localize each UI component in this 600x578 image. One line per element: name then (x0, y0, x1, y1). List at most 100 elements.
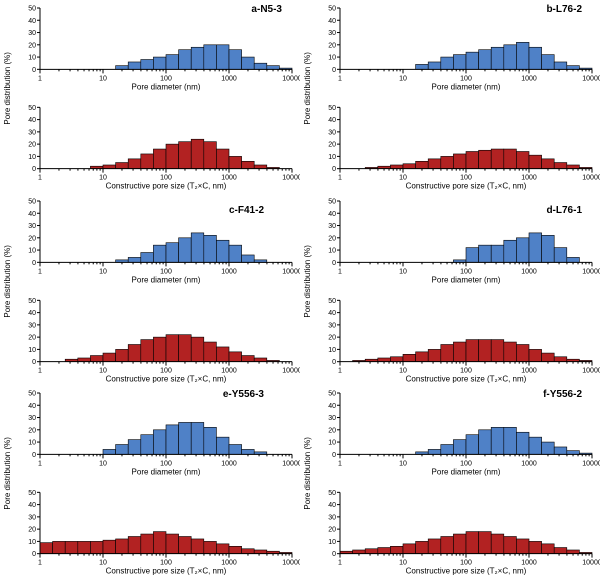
panel-svg: Pore distribution (%)0102030405011010010… (300, 0, 600, 193)
histogram-bar (103, 165, 116, 169)
histogram-bar (353, 550, 366, 554)
x-tick-label: 100 (460, 560, 472, 567)
y-tick-label: 40 (328, 310, 336, 317)
x-tick-label: 10 (399, 560, 407, 567)
y-tick-label: 50 (328, 391, 336, 398)
histogram-bar (128, 440, 141, 455)
histogram-bar (529, 542, 542, 554)
histogram-bar (529, 349, 542, 361)
x-axis-label: Constructive pore size (T₂×C, nm) (106, 374, 227, 383)
histogram-bar (491, 245, 504, 262)
x-tick-label: 10 (99, 560, 107, 567)
histogram-bar (254, 358, 267, 362)
histogram-bar (542, 442, 555, 454)
x-tick-label: 1000 (221, 175, 237, 182)
histogram-bar (403, 544, 416, 554)
histogram-bar (216, 45, 229, 70)
x-tick-label: 1000 (521, 75, 537, 82)
y-tick-label: 20 (28, 142, 36, 149)
histogram-bar (179, 334, 192, 361)
histogram-bar (554, 356, 567, 361)
y-tick-label: 20 (328, 428, 336, 435)
histogram-bar (479, 245, 492, 262)
figure-root: Pore distribution (%)0102030405011010010… (0, 0, 600, 578)
histogram-bar (403, 354, 416, 361)
histogram-bar (166, 425, 179, 454)
y-tick-label: 20 (28, 527, 36, 534)
panel-f: Pore distribution (%)0102030405011010010… (300, 385, 600, 578)
chart-grid: Pore distribution (%)0102030405011010010… (0, 0, 600, 578)
panel-label: f-Y556-2 (543, 389, 582, 400)
x-tick-label: 1000 (521, 560, 537, 567)
y-tick-label: 20 (328, 527, 336, 534)
x-tick-label: 10000 (282, 175, 300, 182)
histogram-bar (90, 542, 103, 554)
histogram-bar (542, 235, 555, 262)
panel-svg: Pore distribution (%)0102030405011010010… (0, 193, 300, 386)
histogram-bar (491, 47, 504, 69)
histogram-bar (378, 358, 391, 362)
panel-e: Pore distribution (%)0102030405011010010… (0, 385, 300, 578)
histogram-bar (516, 151, 529, 168)
x-tick-label: 100 (460, 367, 472, 374)
histogram-bar (179, 50, 192, 70)
y-tick-label: 40 (28, 403, 36, 410)
histogram-bar (504, 537, 517, 554)
y-tick-label: 10 (328, 154, 336, 161)
histogram-bar (504, 428, 517, 455)
histogram-bar (441, 156, 454, 168)
x-tick-label: 10 (399, 268, 407, 275)
y-tick-label: 10 (28, 347, 36, 354)
histogram-bar (567, 550, 580, 554)
histogram-bar (516, 539, 529, 554)
y-tick-label: 50 (328, 198, 336, 205)
histogram-bar (516, 42, 529, 69)
x-tick-label: 1 (38, 461, 42, 468)
histogram-bar (153, 430, 166, 455)
histogram-bar (141, 534, 154, 554)
x-tick-label: 1000 (521, 367, 537, 374)
histogram-bar (504, 342, 517, 362)
histogram-bar (242, 255, 255, 262)
histogram-bar (166, 144, 179, 169)
x-tick-label: 100 (160, 461, 172, 468)
histogram-bar (428, 450, 441, 455)
y-tick-label: 0 (332, 166, 336, 173)
x-axis-label: Pore diameter (nm) (132, 82, 201, 91)
x-tick-label: 10000 (582, 461, 600, 468)
histogram-bar (416, 64, 429, 69)
histogram-bar (128, 537, 141, 554)
histogram-bar (542, 544, 555, 554)
histogram-bar (504, 45, 517, 70)
x-tick-label: 10 (99, 268, 107, 275)
panel-b: Pore distribution (%)0102030405011010010… (300, 0, 600, 193)
y-tick-label: 40 (328, 403, 336, 410)
histogram-bar (216, 544, 229, 554)
y-tick-label: 40 (28, 18, 36, 25)
y-tick-label: 50 (328, 6, 336, 13)
x-tick-label: 10000 (582, 560, 600, 567)
y-tick-label: 30 (328, 322, 336, 329)
y-tick-label: 0 (332, 452, 336, 459)
histogram-bar (191, 539, 204, 554)
histogram-bar (179, 237, 192, 262)
x-tick-label: 100 (160, 560, 172, 567)
y-tick-label: 50 (28, 297, 36, 304)
x-tick-label: 1000 (221, 268, 237, 275)
y-tick-label: 10 (328, 347, 336, 354)
histogram-bar (254, 550, 267, 554)
y-tick-label: 30 (328, 515, 336, 522)
panel-svg: Pore distribution (%)0102030405011010010… (300, 385, 600, 578)
histogram-bar (103, 541, 116, 554)
histogram-bar (90, 355, 103, 361)
histogram-bar (166, 55, 179, 70)
histogram-bar (416, 352, 429, 362)
histogram-bar (479, 150, 492, 168)
histogram-bar (216, 347, 229, 362)
panel-c: Pore distribution (%)0102030405011010010… (0, 193, 300, 386)
y-tick-label: 30 (28, 129, 36, 136)
y-tick-label: 50 (328, 105, 336, 112)
histogram-bar (479, 532, 492, 554)
histogram-bar (554, 62, 567, 69)
histogram-bar (390, 547, 403, 554)
